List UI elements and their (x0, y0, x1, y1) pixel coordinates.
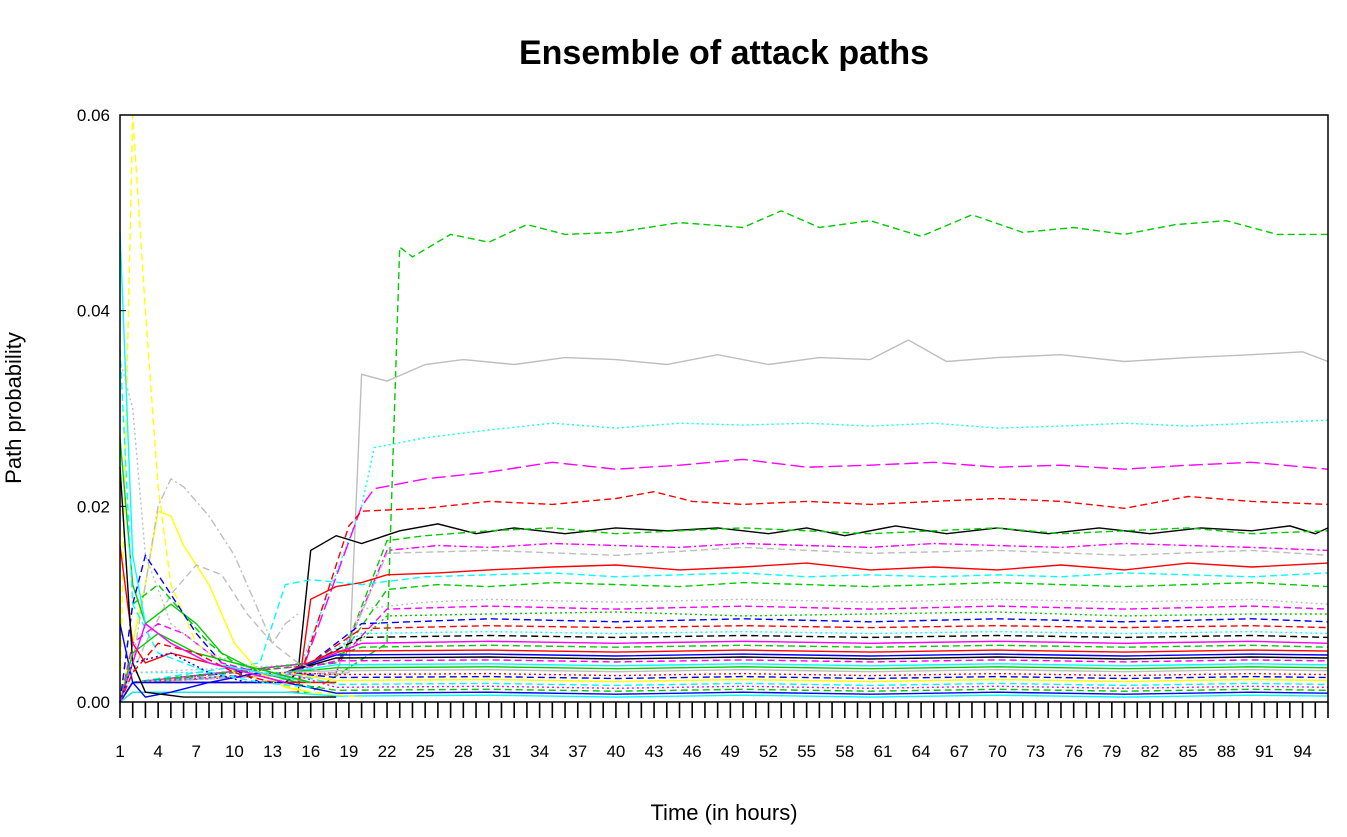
x-tick-label: 37 (568, 742, 587, 761)
x-tick-label: 85 (1179, 742, 1198, 761)
x-tick-label: 61 (873, 742, 892, 761)
series-line (119, 232, 311, 684)
series-line (119, 359, 311, 684)
x-tick-label: 49 (721, 742, 740, 761)
series-line (119, 642, 273, 703)
series-line (119, 644, 1329, 703)
series-line (119, 419, 1329, 703)
series-layer (119, 114, 1329, 703)
series-line (119, 611, 1328, 703)
x-tick-label: 31 (492, 742, 511, 761)
x-tick-label: 91 (1255, 742, 1274, 761)
series-line (119, 583, 311, 703)
series-line (119, 671, 1329, 703)
series-line (119, 671, 1329, 703)
series-line (119, 618, 1329, 703)
x-tick-label: 1 (115, 742, 124, 761)
series-line (119, 598, 1329, 703)
x-tick-label: 46 (683, 742, 702, 761)
x-tick-label: 76 (1064, 742, 1083, 761)
plot-frame (119, 114, 1329, 703)
series-line (119, 640, 1329, 703)
x-tick-label: 25 (416, 742, 435, 761)
x-tick-label: 13 (263, 742, 282, 761)
y-axis: 0.00 0.02 0.04 0.06 (77, 106, 126, 712)
x-tick-label: 64 (912, 742, 931, 761)
x-tick-label: 22 (378, 742, 397, 761)
series-line (119, 581, 1329, 703)
series-line (119, 562, 1329, 703)
series-line (119, 349, 311, 688)
y-tick-label: 0.06 (77, 106, 110, 125)
x-tick-label: 55 (797, 742, 816, 761)
y-tick-label: 0.02 (77, 497, 110, 516)
x-tick-label: 82 (1141, 742, 1160, 761)
series-line (119, 114, 362, 703)
x-tick-label: 70 (988, 742, 1007, 761)
series-line (119, 458, 1329, 703)
x-tick-label: 7 (192, 742, 201, 761)
series-line (119, 564, 324, 703)
x-tick-label: 19 (339, 742, 358, 761)
x-tick-label: 34 (530, 742, 549, 761)
series-line (119, 659, 1329, 703)
y-tick-label: 0.04 (77, 302, 110, 321)
series-line (119, 523, 1329, 703)
series-line (119, 630, 1329, 703)
series-line (119, 671, 1329, 703)
series-line (119, 339, 1329, 703)
series-line (119, 691, 1329, 703)
series-line (119, 527, 1329, 703)
x-tick-label: 40 (606, 742, 625, 761)
x-axis-label: Time (in hours) (650, 800, 797, 825)
series-line (119, 622, 311, 703)
x-tick-label: 52 (759, 742, 778, 761)
series-line (119, 634, 1329, 703)
series-line (119, 622, 286, 703)
y-axis-label: Path probability (1, 332, 26, 484)
x-tick-label: 94 (1293, 742, 1312, 761)
series-line (119, 542, 1329, 703)
series-line (119, 624, 1329, 703)
series-line (119, 210, 1328, 703)
series-line (119, 652, 286, 703)
x-tick-label: 73 (1026, 742, 1045, 761)
series-line (119, 490, 1329, 703)
series-line (119, 477, 299, 703)
x-tick-label: 10 (225, 742, 244, 761)
x-tick-label: 4 (153, 742, 162, 761)
x-tick-label: 88 (1217, 742, 1236, 761)
series-line (119, 681, 1329, 703)
x-axis: 1 4 7 10 13 16 19 22 25 28 31 34 37 40 43 46 49 52 55 58 61 6… (115, 702, 1329, 761)
chart-title: Ensemble of attack paths (519, 34, 929, 72)
x-tick-label: 28 (454, 742, 473, 761)
x-tick-label: 43 (645, 742, 664, 761)
x-tick-label: 67 (950, 742, 969, 761)
series-line (119, 437, 337, 684)
y-tick-label: 0.00 (77, 693, 110, 712)
series-line (119, 572, 1329, 703)
x-tick-label: 79 (1102, 742, 1121, 761)
x-tick-label: 58 (835, 742, 854, 761)
x-tick-label: 16 (301, 742, 320, 761)
